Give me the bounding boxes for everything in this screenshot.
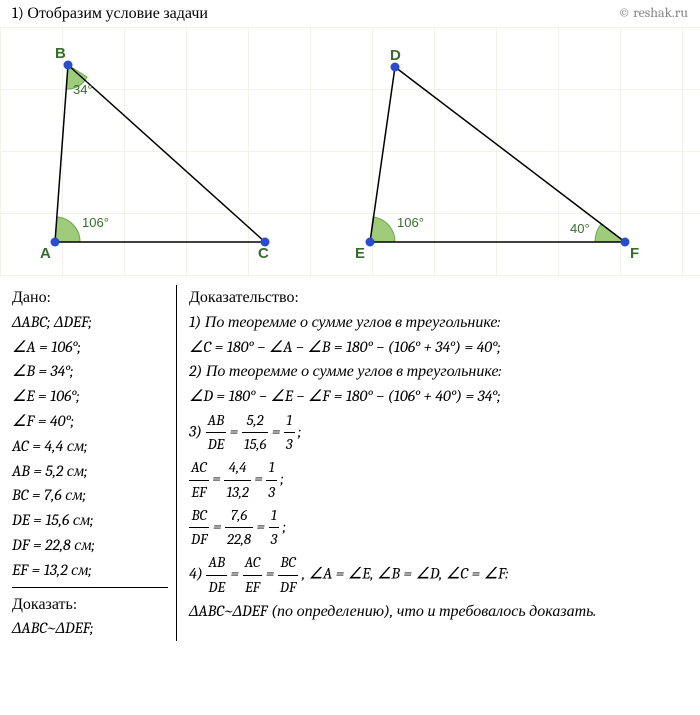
diagram-svg — [0, 27, 700, 277]
proof-conclusion: ΔABC~ΔDEF (по определению), что и требов… — [189, 599, 688, 624]
angle-e-label: 106° — [397, 215, 424, 230]
vertex-b: B — [55, 45, 66, 62]
geometry-diagram: A B C D E F 106° 34° 106° 40° — [0, 27, 700, 277]
vertex-c: C — [258, 245, 269, 262]
given-line: ∠F = 40°; — [12, 409, 168, 434]
proof-frac-row: 4) ABDE = ACEF = BCDF , ∠A = ∠E, ∠B = ∠D… — [189, 551, 688, 599]
proof-line: ∠D = 180° − ∠E − ∠F = 180° − (106° + 40°… — [189, 384, 688, 409]
vertex-d: D — [390, 47, 401, 64]
given-line: BC = 7,6 см; — [12, 483, 168, 508]
given-column: Дано: ΔABC; ΔDEF; ∠A = 106°; ∠B = 34°; ∠… — [12, 285, 177, 641]
vertex-e: E — [355, 245, 365, 262]
proof-frac-row: BCDF = 7,622,8 = 13 ; — [189, 504, 688, 552]
watermark: © reshak.ru — [618, 4, 688, 23]
proof-frac-row: 3) ABDE = 5,215,6 = 13 ; — [189, 409, 688, 457]
given-line: EF = 13,2 см; — [12, 558, 168, 583]
given-line: AC = 4,4 см; — [12, 434, 168, 459]
angle-b-label: 34° — [73, 82, 93, 97]
vertex-f: F — [630, 245, 639, 262]
angle-a-label: 106° — [82, 215, 109, 230]
given-line: AB = 5,2 см; — [12, 459, 168, 484]
given-title: Дано: — [12, 285, 168, 310]
proof-column: Доказательство: 1) По теоремме о сумме у… — [177, 285, 688, 641]
proof-line: 1) По теоремме о сумме углов в треугольн… — [189, 310, 688, 335]
given-line: DE = 15,6 см; — [12, 508, 168, 533]
proof-line: 2) По теоремме о сумме углов в треугольн… — [189, 359, 688, 384]
given-line: ΔABC; ΔDEF; — [12, 310, 168, 335]
angle-f-label: 40° — [570, 221, 590, 236]
prove-title: Доказать: — [12, 592, 168, 617]
vertex-a: A — [40, 245, 51, 262]
proof-line: ∠C = 180° − ∠A − ∠B = 180° − (106° + 34°… — [189, 335, 688, 360]
given-line: ∠E = 106°; — [12, 384, 168, 409]
given-line: ∠B = 34°; — [12, 359, 168, 384]
given-line: ∠A = 106°; — [12, 335, 168, 360]
proof-frac-row: ACEF = 4,413,2 = 13 ; — [189, 456, 688, 504]
prove-line: ΔABC~ΔDEF; — [12, 616, 168, 641]
given-line: DF = 22,8 см; — [12, 533, 168, 558]
step-title: 1) Отобразим условие задачи — [12, 4, 208, 23]
proof-title: Доказательство: — [189, 285, 688, 310]
